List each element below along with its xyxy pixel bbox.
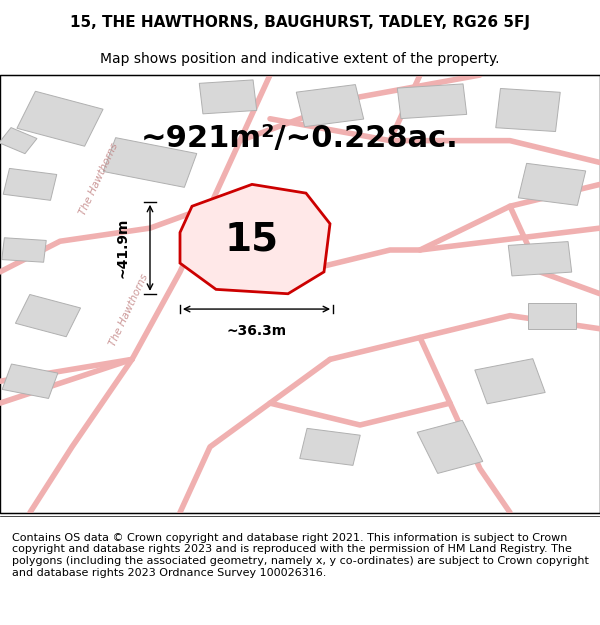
- Polygon shape: [508, 242, 572, 276]
- Polygon shape: [528, 302, 576, 329]
- Text: Map shows position and indicative extent of the property.: Map shows position and indicative extent…: [100, 51, 500, 66]
- Polygon shape: [16, 294, 80, 337]
- Text: 15, THE HAWTHORNS, BAUGHURST, TADLEY, RG26 5FJ: 15, THE HAWTHORNS, BAUGHURST, TADLEY, RG…: [70, 15, 530, 30]
- Polygon shape: [103, 138, 197, 188]
- Polygon shape: [397, 84, 467, 119]
- Text: ~36.3m: ~36.3m: [226, 324, 287, 338]
- Polygon shape: [3, 168, 57, 201]
- Polygon shape: [17, 91, 103, 146]
- Polygon shape: [496, 89, 560, 131]
- Text: The Hawthorns: The Hawthorns: [78, 141, 120, 217]
- Polygon shape: [518, 163, 586, 206]
- Text: The Hawthorns: The Hawthorns: [108, 272, 150, 348]
- Polygon shape: [300, 428, 360, 466]
- Text: ~41.9m: ~41.9m: [115, 217, 129, 278]
- Polygon shape: [2, 238, 46, 262]
- Polygon shape: [199, 80, 257, 114]
- Polygon shape: [180, 184, 330, 294]
- Text: 15: 15: [225, 221, 279, 259]
- Polygon shape: [417, 421, 483, 473]
- Text: ~921m²/~0.228ac.: ~921m²/~0.228ac.: [141, 124, 459, 153]
- Polygon shape: [0, 127, 37, 154]
- Polygon shape: [475, 359, 545, 404]
- Text: Contains OS data © Crown copyright and database right 2021. This information is : Contains OS data © Crown copyright and d…: [12, 532, 589, 578]
- Polygon shape: [296, 84, 364, 127]
- Polygon shape: [2, 364, 58, 399]
